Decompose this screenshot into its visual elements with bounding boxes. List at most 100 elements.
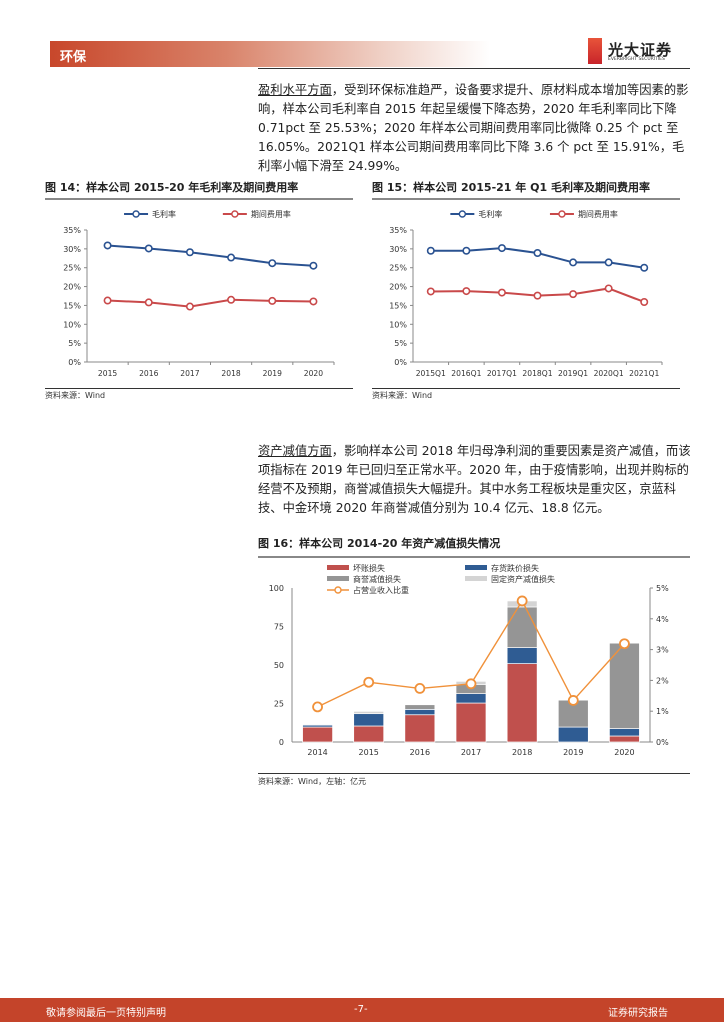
page-footer: 敬请参阅最后一页特别声明 -7- 证券研究报告 [0,998,724,1022]
data-point [144,298,153,307]
footer-disclaimer: 敬请参阅最后一页特别声明 [46,1008,166,1019]
header-divider [258,68,690,69]
data-point [227,295,236,304]
y-tick-label: 0% [68,358,81,367]
figure-divider [258,556,690,558]
legend-marker [334,586,342,594]
bar-segment-1 [609,728,640,737]
y2-tick-label: 3% [656,646,669,655]
legend-swatch [327,565,349,570]
x-tick-label: 2018 [221,369,240,378]
figure-16-title: 图 16：样本公司 2014-20 年资产减值损失情况 [258,537,501,550]
y-tick-label: 100 [269,584,284,593]
data-point [462,246,471,255]
data-point [640,263,649,272]
x-tick-label: 2019Q1 [558,369,588,378]
bar-segment-0 [302,726,333,743]
legend-label: 期间费用率 [578,209,618,219]
y2-tick-label: 2% [656,676,669,685]
data-point [497,244,506,253]
bar-segment-2 [404,704,436,710]
bar-segment-3 [302,723,333,726]
x-tick-label: 2016 [410,748,430,757]
y-tick-label: 35% [389,226,407,235]
x-tick-label: 2015 [359,748,379,757]
footer-report-type: 证券研究报告 [608,1008,668,1019]
data-point [309,261,318,270]
y2-tick-label: 5% [656,584,669,593]
data-point [497,288,506,297]
ratio-point [567,695,579,706]
figure-15-title: 图 15：样本公司 2015-21 年 Q1 毛利率及期间费用率 [372,181,650,194]
data-point [103,296,112,305]
bar-segment-1 [557,726,589,743]
legend-marker [558,210,566,218]
legend-swatch [327,576,349,581]
legend-label: 存货跌价损失 [491,563,539,573]
company-logo: 光大证券 EVERBRIGHT SECURITIES [588,38,688,66]
data-point [569,290,578,299]
bar-segment-0 [353,725,385,743]
bar-segment-2 [609,642,640,729]
bar-segment-0 [455,702,487,743]
x-tick-label: 2015 [98,369,117,378]
ratio-point [465,678,477,690]
x-tick-label: 2018Q1 [522,369,552,378]
y-tick-label: 20% [63,283,81,292]
figure-15-chart: 0% 5% 10% 15% 20% 25% 30% 35% 2015Q1 2016Q1 2017Q1… [389,209,663,378]
ratio-point [363,676,375,688]
data-point [103,241,112,250]
data-point [185,248,194,257]
bar-segment-1 [404,709,436,716]
bar-segment-1 [353,713,385,727]
data-point [268,259,277,268]
x-tick-label: 2017Q1 [487,369,517,378]
bar-segment-0 [506,663,538,743]
legend-label: 坏账损失 [353,563,385,573]
logo-text: 光大证券 [608,41,673,59]
y-tick-label: 5% [68,339,81,348]
y-tick-label: 5% [394,339,407,348]
figure-14-source: 资料来源：Wind [45,391,106,400]
x-tick-label: 2015Q1 [416,369,446,378]
logo-subtext: EVERBRIGHT SECURITIES [608,57,665,62]
x-tick-label: 2017 [180,369,199,378]
paragraph-text: ，受到环保标准趋严，设备要求提升、原材料成本增加等因素的影响，样本公司毛利率自 … [258,83,689,173]
y-tick-label: 10% [63,320,81,329]
figure-divider [372,388,680,389]
y-tick-label: 0 [279,738,284,747]
bar-segment-1 [506,647,538,664]
x-tick-label: 2020 [614,748,634,757]
legend-marker [231,210,239,218]
section-header-bar: 环保 [50,41,490,67]
y-tick-label: 15% [389,301,407,310]
bar-segment-0 [609,735,640,743]
y-tick-label: 75 [274,623,284,632]
data-point [462,287,471,296]
ratio-point [516,595,528,607]
data-point [185,302,194,311]
data-point [426,246,435,255]
section-title: 环保 [60,50,87,65]
figure-divider [45,198,353,200]
data-point [604,258,613,267]
bar-segment-1 [455,693,487,704]
figure-divider [258,773,690,774]
x-tick-label: 2018 [512,748,532,757]
data-point [426,287,435,296]
figure-14-chart: 0% 5% 10% 15% 20% 25% 30% 35% 2015 2016 2017 2018 20… [63,209,335,378]
y-tick-label: 20% [389,283,407,292]
x-tick-label: 2019 [563,748,583,757]
paragraph-impairment: 资产减值方面，影响样本公司 2018 年归母净利润的重要因素是资产减值，而该项指… [258,442,694,518]
legend-label: 商誉减值损失 [353,574,401,584]
y-tick-label: 30% [63,245,81,254]
data-point [309,297,318,306]
figure-16-chart: 0 25 50 75 100 0% 1% 2% 3% 4% 5% 2014 2015 2016 2017 20… [269,563,669,757]
data-point [533,291,542,300]
data-point [569,258,578,267]
paragraph-text: ，影响样本公司 2018 年归母净利润的重要因素是资产减值，而该项指标在 201… [258,444,691,515]
legend-label: 期间费用率 [251,209,291,219]
data-point [144,244,153,253]
paragraph-lead: 盈利水平方面 [258,83,332,97]
